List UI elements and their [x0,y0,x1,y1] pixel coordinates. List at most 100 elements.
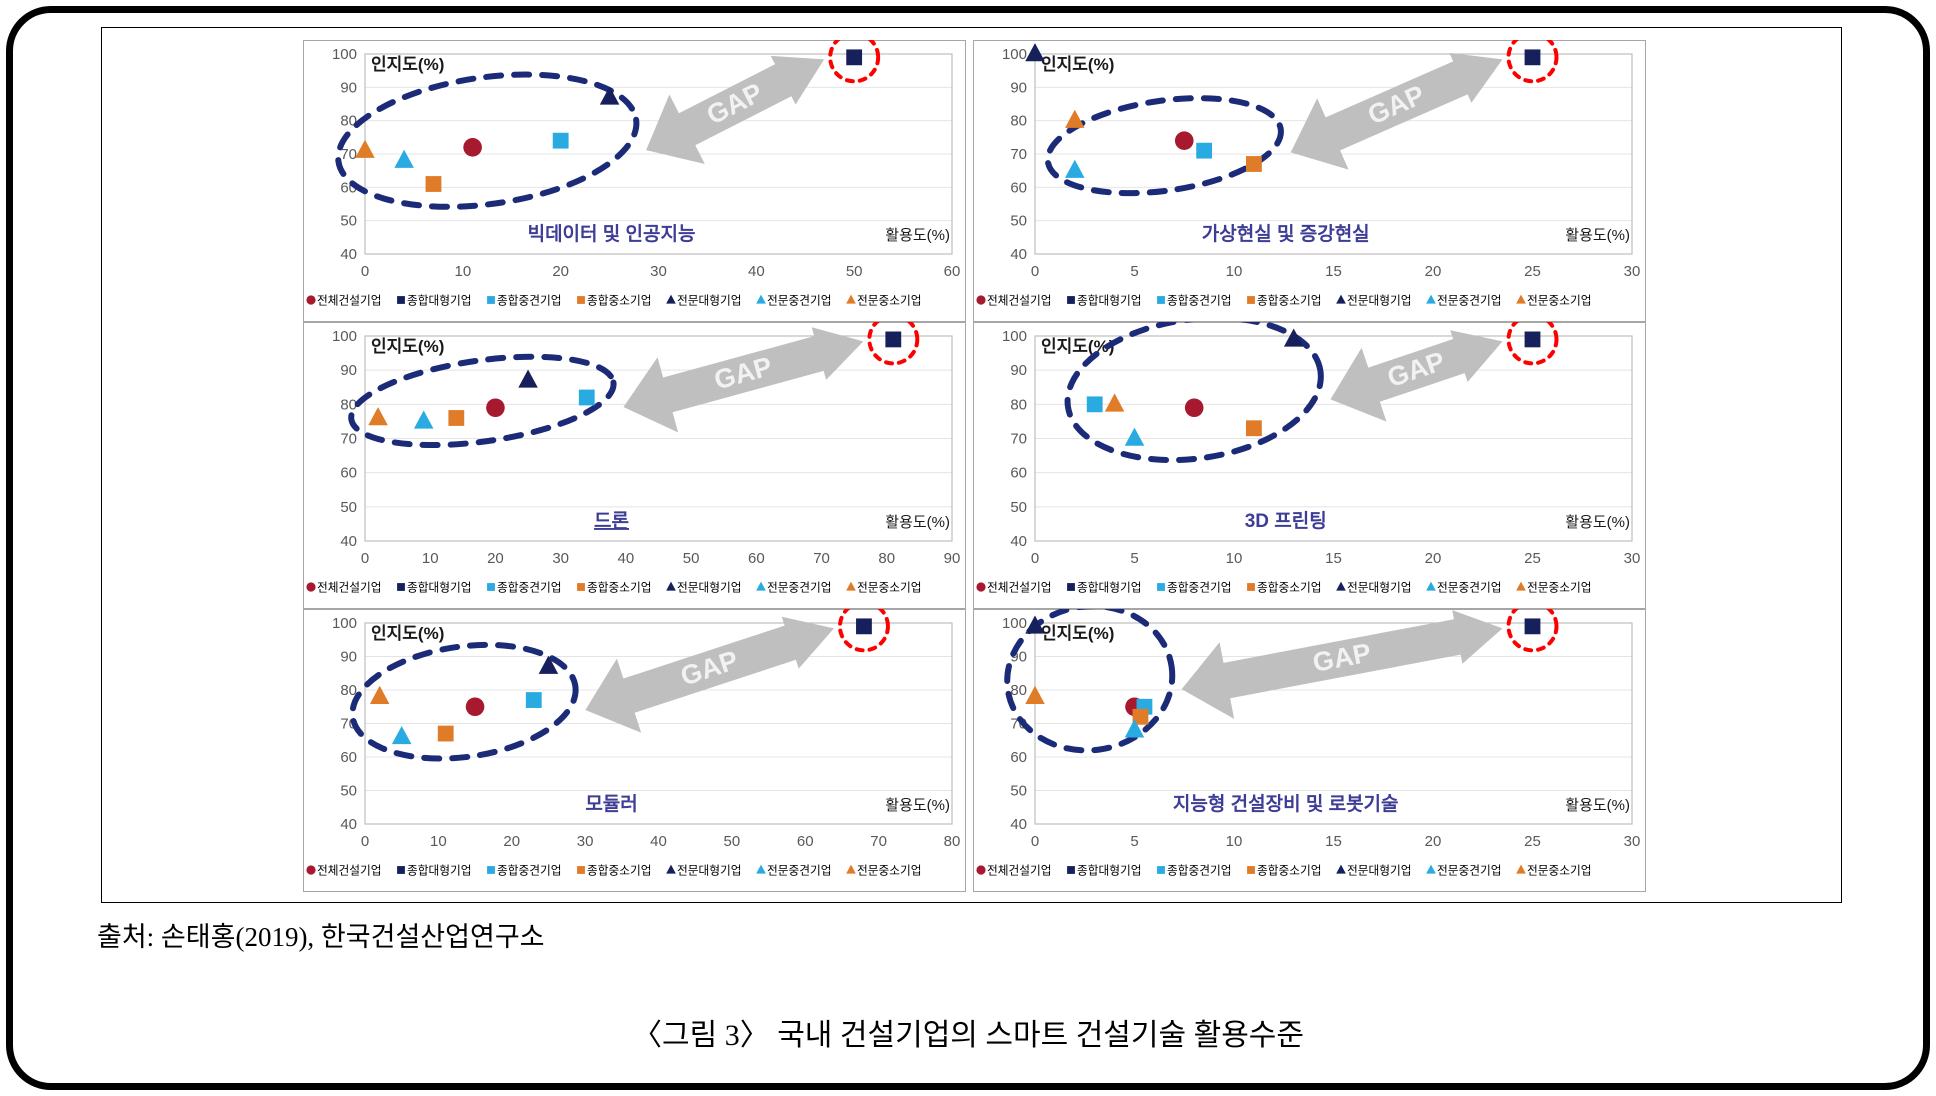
svg-text:종합대형기업: 종합대형기업 [407,294,472,307]
svg-text:20: 20 [552,263,569,280]
svg-text:20: 20 [1425,550,1442,567]
svg-text:종합중견기업: 종합중견기업 [1167,581,1232,594]
svg-text:종합대형기업: 종합대형기업 [1077,581,1142,594]
svg-text:50: 50 [1010,213,1027,230]
svg-text:70: 70 [1010,431,1027,448]
svg-text:전체건설기업: 전체건설기업 [987,581,1052,594]
svg-text:인지도(%): 인지도(%) [371,624,444,643]
svg-text:40: 40 [618,550,635,567]
svg-text:전문대형기업: 전문대형기업 [1347,294,1412,307]
svg-text:종합중견기업: 종합중견기업 [497,864,562,877]
svg-text:70: 70 [340,431,357,448]
svg-text:전문중소기업: 전문중소기업 [1527,581,1592,594]
svg-text:10: 10 [422,550,439,567]
svg-text:전체건설기업: 전체건설기업 [317,864,382,877]
svg-text:40: 40 [340,246,357,263]
svg-text:0: 0 [1031,263,1039,280]
svg-text:40: 40 [340,816,357,833]
svg-text:40: 40 [1010,246,1027,263]
svg-text:70: 70 [870,833,887,850]
svg-text:50: 50 [724,833,741,850]
svg-text:종합중소기업: 종합중소기업 [587,294,652,307]
svg-text:전체건설기업: 전체건설기업 [987,864,1052,877]
svg-text:90: 90 [944,550,961,567]
svg-text:60: 60 [797,833,814,850]
svg-text:10: 10 [430,833,447,850]
svg-text:100: 100 [1002,615,1027,632]
svg-text:10: 10 [1226,550,1243,567]
svg-text:빅데이터 및 인공지능: 빅데이터 및 인공지능 [528,223,696,245]
svg-text:가상현실 및 증강현실: 가상현실 및 증강현실 [1202,223,1370,245]
svg-text:전문대형기업: 전문대형기업 [677,581,742,594]
svg-text:60: 60 [944,263,961,280]
svg-text:50: 50 [1010,783,1027,800]
svg-text:전문중소기업: 전문중소기업 [1527,294,1592,307]
svg-text:100: 100 [1002,328,1027,345]
svg-text:종합중소기업: 종합중소기업 [587,581,652,594]
svg-text:활용도(%): 활용도(%) [1565,514,1630,531]
svg-text:30: 30 [650,263,667,280]
svg-text:60: 60 [1010,179,1027,196]
svg-text:90: 90 [340,362,357,379]
svg-text:50: 50 [340,213,357,230]
svg-text:30: 30 [1624,550,1641,567]
svg-text:0: 0 [361,833,369,850]
svg-text:지능형 건설장비 및 로봇기술: 지능형 건설장비 및 로봇기술 [1173,793,1399,815]
svg-text:전문중견기업: 전문중견기업 [767,581,832,594]
svg-text:60: 60 [340,465,357,482]
svg-text:50: 50 [683,550,700,567]
svg-text:90: 90 [340,649,357,666]
svg-text:40: 40 [1010,533,1027,550]
svg-text:90: 90 [1010,362,1027,379]
svg-text:활용도(%): 활용도(%) [885,797,950,814]
svg-text:80: 80 [340,113,357,130]
svg-text:70: 70 [813,550,830,567]
svg-text:60: 60 [1010,749,1027,766]
svg-text:10: 10 [1226,833,1243,850]
svg-text:40: 40 [748,263,765,280]
svg-text:전문중소기업: 전문중소기업 [857,294,922,307]
svg-text:전문대형기업: 전문대형기업 [1347,864,1412,877]
svg-text:25: 25 [1524,263,1541,280]
svg-text:100: 100 [1002,46,1027,63]
svg-text:인지도(%): 인지도(%) [371,55,444,74]
svg-text:15: 15 [1325,833,1342,850]
svg-text:인지도(%): 인지도(%) [1041,55,1114,74]
svg-text:전문중견기업: 전문중견기업 [1437,581,1502,594]
svg-text:30: 30 [1624,263,1641,280]
svg-text:3D 프린팅: 3D 프린팅 [1245,510,1327,532]
svg-text:30: 30 [552,550,569,567]
svg-text:0: 0 [1031,550,1039,567]
svg-text:전체건설기업: 전체건설기업 [317,581,382,594]
svg-text:0: 0 [361,263,369,280]
svg-text:전문중소기업: 전문중소기업 [857,864,922,877]
svg-text:종합중견기업: 종합중견기업 [497,294,562,307]
svg-text:종합대형기업: 종합대형기업 [407,581,472,594]
svg-text:5: 5 [1130,833,1138,850]
svg-text:전문중견기업: 전문중견기업 [767,294,832,307]
svg-text:40: 40 [1010,816,1027,833]
svg-text:인지도(%): 인지도(%) [1041,337,1114,356]
svg-text:활용도(%): 활용도(%) [885,514,950,531]
svg-text:전문중소기업: 전문중소기업 [1527,864,1592,877]
svg-text:50: 50 [846,263,863,280]
svg-text:90: 90 [1010,79,1027,96]
svg-text:50: 50 [340,783,357,800]
svg-text:5: 5 [1130,550,1138,567]
svg-text:0: 0 [361,550,369,567]
svg-text:30: 30 [577,833,594,850]
svg-text:50: 50 [1010,499,1027,516]
svg-text:20: 20 [487,550,504,567]
svg-text:활용도(%): 활용도(%) [1565,797,1630,814]
svg-text:60: 60 [748,550,765,567]
svg-text:전문중견기업: 전문중견기업 [767,864,832,877]
svg-text:15: 15 [1325,550,1342,567]
svg-text:25: 25 [1524,550,1541,567]
svg-text:모듈러: 모듈러 [585,793,637,815]
svg-text:전문중소기업: 전문중소기업 [857,581,922,594]
svg-text:15: 15 [1325,263,1342,280]
svg-text:100: 100 [332,46,357,63]
svg-text:20: 20 [1425,263,1442,280]
svg-text:전문대형기업: 전문대형기업 [677,864,742,877]
svg-text:60: 60 [1010,465,1027,482]
